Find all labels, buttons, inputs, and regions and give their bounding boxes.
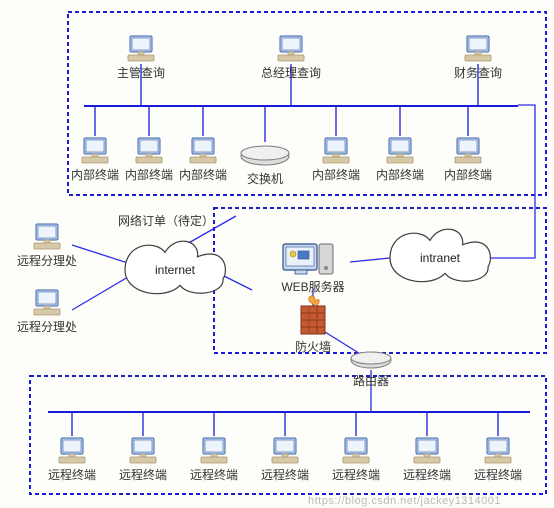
node-internal-6 — [455, 138, 481, 163]
label-node-remote-t6: 远程终端 — [403, 466, 451, 483]
label-node-remote-t7: 远程终端 — [474, 466, 522, 483]
node-internal-4 — [323, 138, 349, 163]
node-remote-t3 — [201, 438, 227, 463]
node-internal-1 — [82, 138, 108, 163]
node-router — [351, 352, 391, 368]
label-cloud-internet: internet — [155, 263, 195, 277]
label-node-router: 路由器 — [353, 372, 389, 389]
link-remote2-internet — [72, 277, 128, 310]
node-remote-t1 — [59, 438, 85, 463]
link-remote1-internet — [72, 245, 128, 263]
label-node-firewall: 防火墙 — [295, 338, 331, 355]
link-intranet-top — [490, 105, 535, 258]
label-net-order: 网络订单（待定） — [118, 212, 214, 229]
label-node-remote-t4: 远程终端 — [261, 466, 309, 483]
node-remote-t6 — [414, 438, 440, 463]
node-switch — [241, 146, 289, 165]
label-node-gm-query: 总经理查询 — [261, 64, 321, 81]
label-node-internal-1: 内部终端 — [71, 166, 119, 183]
node-remote-t5 — [343, 438, 369, 463]
node-internal-2 — [136, 138, 162, 163]
label-node-internal-2: 内部终端 — [125, 166, 173, 183]
link-web-intranet — [350, 258, 390, 262]
label-node-remote-t5: 远程终端 — [332, 466, 380, 483]
node-remote-t4 — [272, 438, 298, 463]
label-node-remote-t3: 远程终端 — [190, 466, 238, 483]
node-remote-t2 — [130, 438, 156, 463]
label-cloud-intranet: intranet — [420, 251, 460, 265]
label-node-remote-a2: 远程分理处 — [17, 318, 77, 335]
label-node-internal-4: 内部终端 — [312, 166, 360, 183]
label-node-webserver: WEB服务器 — [281, 278, 344, 295]
node-firewall — [301, 296, 325, 334]
node-mgr-query — [128, 36, 154, 61]
label-node-remote-a1: 远程分理处 — [17, 252, 77, 269]
node-fin-query — [465, 36, 491, 61]
label-node-remote-t1: 远程终端 — [48, 466, 96, 483]
node-remote-t7 — [485, 438, 511, 463]
node-webserver — [283, 244, 333, 274]
label-node-internal-3: 内部终端 — [179, 166, 227, 183]
label-node-internal-5: 内部终端 — [376, 166, 424, 183]
frame-middle — [214, 208, 546, 353]
label-node-remote-t2: 远程终端 — [119, 466, 167, 483]
watermark: https://blog.csdn.net/jackey1314001 — [308, 495, 501, 507]
node-internal-3 — [190, 138, 216, 163]
node-remote-a1 — [34, 224, 60, 249]
node-remote-a2 — [34, 290, 60, 315]
label-node-mgr-query: 主管查询 — [117, 64, 165, 81]
link-net-out-b — [222, 275, 252, 290]
label-node-internal-6: 内部终端 — [444, 166, 492, 183]
label-node-switch: 交换机 — [247, 170, 283, 187]
node-gm-query — [278, 36, 304, 61]
label-node-fin-query: 财务查询 — [454, 64, 502, 81]
node-internal-5 — [387, 138, 413, 163]
